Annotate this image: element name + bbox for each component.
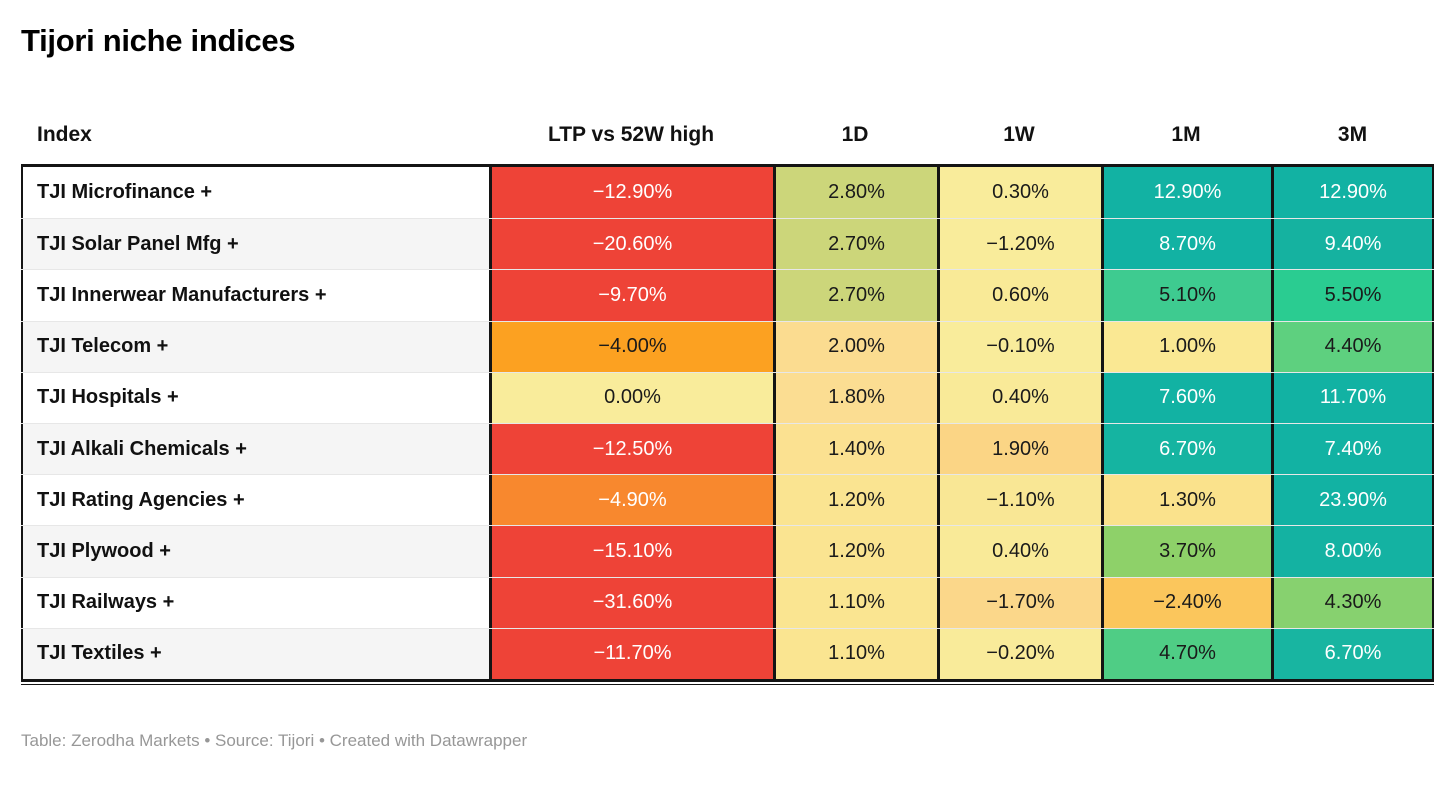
page-title: Tijori niche indices [21,23,296,58]
cell-1m: 1.30% [1101,475,1271,526]
table-row: TJI Textiles + −11.70% 1.10% −0.20% 4.70% 6.7… [21,627,1434,679]
row-index-name: TJI Solar Panel Mfg + [21,219,489,270]
cell-1d: 1.10% [773,577,937,628]
row-index-name: TJI Microfinance + [21,167,489,219]
cell-1d: 1.10% [773,628,937,679]
cell-3m: 11.70% [1271,372,1434,423]
cell-1d: 1.20% [773,526,937,577]
cell-3m: 4.40% [1271,321,1434,372]
table-row: TJI Innerwear Manufacturers + −9.70% 2.70%… [21,269,1434,321]
table-row: TJI Microfinance + −12.90% 2.80% 0.30% 12.90… [21,167,1434,219]
cell-1m: 6.70% [1101,423,1271,475]
cell-1w: −1.10% [937,475,1101,526]
table-footer: Table: Zerodha Markets • Source: Tijori … [21,731,1434,751]
cell-1d: 2.00% [773,321,937,372]
row-index-name: TJI Alkali Chemicals + [21,423,489,475]
footer-source-link[interactable]: Tijori [278,730,315,750]
table-row: TJI Railways + −31.60% 1.10% −1.70% −2.40% 4.… [21,576,1434,628]
cell-1w: 1.90% [937,423,1101,475]
row-index-name: TJI Plywood + [21,526,489,577]
footer-separator: • [199,730,215,750]
row-index-name: TJI Textiles + [21,628,489,679]
cell-3m: 8.00% [1271,526,1434,577]
table-row: TJI Telecom + −4.00% 2.00% −0.10% 1.00% 4.40% [21,320,1434,372]
cell-3m: 5.50% [1271,270,1434,321]
column-header-1d: 1D [841,123,869,146]
footer-separator: • [314,730,330,750]
cell-3m: 23.90% [1271,475,1434,526]
cell-1m: 5.10% [1101,270,1271,321]
table-row: TJI Hospitals +0.00% 1.80% 0.40% 7.60% 11.70… [21,371,1434,423]
column-header-ltp-vs-52w-high: LTP vs 52W high [547,123,715,146]
cell-1w: 0.40% [937,372,1101,423]
cell-3m: 6.70% [1271,628,1434,679]
footer-table-label: Table: [21,730,72,750]
tijori-indices-table-page: Tijori niche indices Index LTP vs 52W hi… [0,22,1456,751]
column-header-1w: 1W [1003,123,1035,146]
cell-ltp: −15.10% [489,526,773,577]
cell-3m: 4.30% [1271,577,1434,628]
cell-1w: −1.70% [937,577,1101,628]
cell-ltp: −9.70% [489,270,773,321]
table-header-row: Index LTP vs 52W high 1D 1W 1M 3M [21,122,1434,167]
table-row: TJI Alkali Chemicals + −12.50% 1.40% 1.90% 6… [21,422,1434,475]
table-body: TJI Microfinance + −12.90% 2.80% 0.30% 12.90… [21,167,1434,682]
table-row: TJI Solar Panel Mfg + −20.60% 2.70% −1.20% 8… [21,218,1434,270]
footer-created-label: Created with [329,730,430,750]
cell-1d: 1.20% [773,475,937,526]
indices-table: Index LTP vs 52W high 1D 1W 1M 3M TJI Mi… [21,122,1434,685]
cell-ltp: −4.90% [489,475,773,526]
table-row: TJI Plywood + −15.10% 1.20% 0.40% 3.70% 8.00% [21,525,1434,577]
table-row: TJI Rating Agencies + −4.90% 1.20% −1.10% 1.… [21,474,1434,526]
cell-1d: 1.40% [773,423,937,475]
cell-1w: 0.30% [937,167,1101,219]
cell-1d: 2.70% [773,270,937,321]
row-index-name: TJI Telecom + [21,321,489,372]
cell-1m: 4.70% [1101,628,1271,679]
row-index-name: TJI Hospitals + [21,372,489,423]
cell-ltp: −12.90% [489,167,773,219]
cell-1w: 0.60% [937,270,1101,321]
cell-ltp: −12.50% [489,423,773,475]
column-header-index: Index [37,123,92,146]
cell-1d: 2.80% [773,167,937,219]
cell-ltp: −11.70% [489,628,773,679]
column-header-3m: 3M [1337,123,1368,146]
cell-1m: 7.60% [1101,372,1271,423]
row-index-name: TJI Innerwear Manufacturers + [21,270,489,321]
cell-ltp: −20.60% [489,219,773,270]
cell-3m: 7.40% [1271,423,1434,475]
cell-1d: 2.70% [773,219,937,270]
footer-source-label: Source: [215,730,279,750]
cell-ltp: −31.60% [489,577,773,628]
table-bottom-border [21,683,1434,685]
column-header-1m: 1M [1171,123,1201,146]
cell-1w: −0.10% [937,321,1101,372]
row-index-name: TJI Railways + [21,577,489,628]
cell-1w: −1.20% [937,219,1101,270]
footer-table-credit-link[interactable]: Zerodha Markets [71,730,200,750]
cell-3m: 12.90% [1271,167,1434,219]
cell-1m: 1.00% [1101,321,1271,372]
cell-3m: 9.40% [1271,219,1434,270]
cell-1w: −0.20% [937,628,1101,679]
cell-1m: 12.90% [1101,167,1271,219]
cell-1d: 1.80% [773,372,937,423]
cell-1m: 3.70% [1101,526,1271,577]
cell-ltp: 0.00% [489,372,773,423]
footer-datawrapper-link[interactable]: Datawrapper [429,730,528,750]
row-index-name: TJI Rating Agencies + [21,475,489,526]
cell-1w: 0.40% [937,526,1101,577]
cell-ltp: −4.00% [489,321,773,372]
cell-1m: −2.40% [1101,577,1271,628]
cell-1m: 8.70% [1101,219,1271,270]
